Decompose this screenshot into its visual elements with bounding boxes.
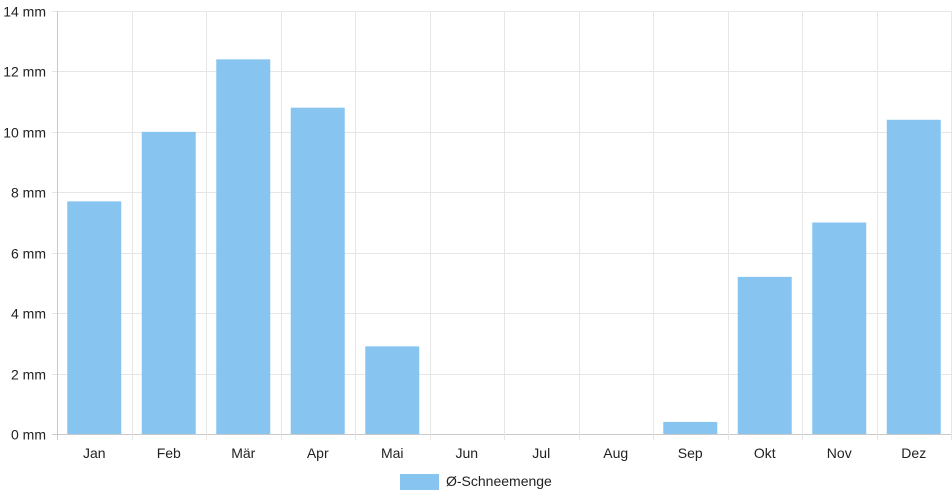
bar-Mai[interactable] xyxy=(365,346,420,434)
x-tick-label: Jan xyxy=(83,445,106,461)
legend[interactable]: Ø-Schneemenge xyxy=(400,473,552,490)
bar-Sep[interactable] xyxy=(663,421,718,434)
bar-Apr[interactable] xyxy=(290,107,345,434)
grid-layer xyxy=(52,11,952,440)
bar-Okt[interactable] xyxy=(737,276,792,434)
bar-Nov[interactable] xyxy=(812,222,867,435)
legend-label: Ø-Schneemenge xyxy=(446,473,552,489)
bar-Mär[interactable] xyxy=(216,59,271,434)
y-tick-label: 12 mm xyxy=(3,64,46,80)
x-tick-label: Dez xyxy=(901,445,926,461)
bar-Jan[interactable] xyxy=(67,201,122,434)
y-tick-label: 0 mm xyxy=(11,427,46,443)
y-tick-label: 10 mm xyxy=(3,125,46,141)
x-tick-label: Mai xyxy=(381,445,404,461)
x-tick-label: Jun xyxy=(455,445,478,461)
x-tick-label: Mär xyxy=(231,445,255,461)
y-tick-label: 2 mm xyxy=(11,367,46,383)
y-axis: 0 mm 2 mm 4 mm 6 mm 8 mm 10 mm 12 mm 14 mm xyxy=(3,4,46,443)
x-axis: Jan Feb Mär Apr Mai Jun Jul Aug Sep Okt Nov Dez xyxy=(83,445,926,461)
bars xyxy=(67,59,941,435)
x-tick-label: Aug xyxy=(603,445,628,461)
x-tick-label: Apr xyxy=(307,445,329,461)
x-tick-label: Okt xyxy=(754,445,776,461)
x-tick-label: Sep xyxy=(678,445,703,461)
y-tick-label: 6 mm xyxy=(11,246,46,262)
x-tick-label: Jul xyxy=(532,445,550,461)
legend-swatch xyxy=(400,474,439,490)
y-tick-label: 4 mm xyxy=(11,306,46,322)
x-tick-label: Nov xyxy=(827,445,852,461)
bar-Dez[interactable] xyxy=(886,119,941,435)
y-tick-label: 14 mm xyxy=(3,4,46,20)
bar-Feb[interactable] xyxy=(141,131,196,434)
y-tick-label: 8 mm xyxy=(11,185,46,201)
x-tick-label: Feb xyxy=(157,445,181,461)
